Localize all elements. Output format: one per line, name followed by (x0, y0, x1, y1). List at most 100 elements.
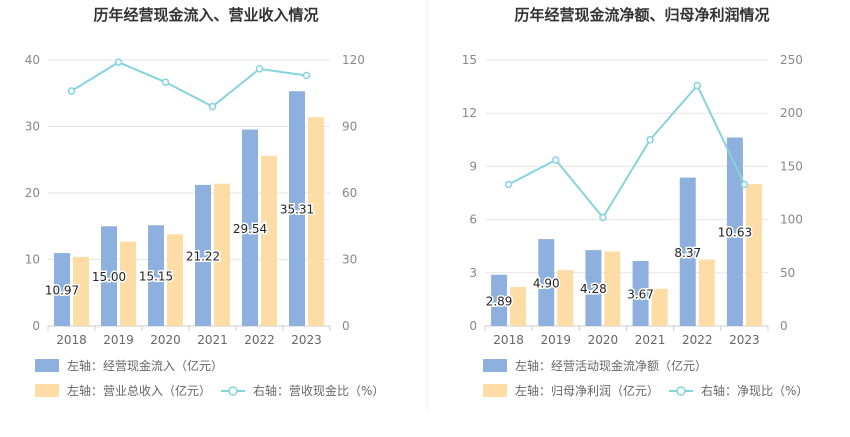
bar[interactable] (651, 288, 668, 326)
bar-value-label: 4.90 (533, 277, 560, 291)
right-axis-tick-label: 0 (342, 319, 350, 333)
bar[interactable] (214, 183, 230, 326)
right-axis-tick-label: 60 (342, 186, 357, 200)
bar-value-label: 10.63 (718, 226, 752, 240)
legend-swatch[interactable] (35, 384, 59, 397)
line-point[interactable] (161, 78, 170, 86)
bar-value-label: 10.97 (45, 284, 79, 298)
bar[interactable] (585, 250, 602, 326)
bar[interactable] (632, 260, 649, 326)
series-line (70, 61, 307, 108)
x-axis-tick-label: 2021 (635, 333, 666, 347)
bar[interactable] (195, 184, 211, 326)
left-axis-tick-label: 12 (462, 106, 477, 120)
bar-value-label: 3.67 (627, 287, 654, 301)
x-axis-tick-label: 2022 (244, 333, 275, 347)
bar[interactable] (604, 251, 621, 326)
legend-line-marker (228, 386, 238, 396)
bar-value-label: 8.37 (674, 246, 701, 260)
bar[interactable] (167, 234, 183, 326)
left-axis-tick-label: 0 (32, 319, 40, 333)
bar[interactable] (538, 239, 555, 326)
x-axis-tick-label: 2021 (197, 333, 228, 347)
legend-swatch[interactable] (483, 359, 507, 372)
left-axis-tick-label: 10 (25, 253, 40, 267)
right-axis-tick-label: 250 (780, 53, 803, 67)
line-point[interactable] (599, 213, 607, 222)
right-axis-tick-label: 0 (780, 319, 788, 333)
line-point[interactable] (208, 102, 217, 111)
bar-value-label: 2.89 (486, 294, 513, 308)
bar-value-label: 35.31 (280, 203, 314, 217)
x-axis-tick-label: 2019 (540, 333, 571, 347)
right-axis-tick-label: 30 (342, 253, 357, 267)
bar[interactable] (54, 253, 70, 326)
x-axis-tick-label: 2020 (588, 333, 619, 347)
legend-label[interactable]: 左轴：营业总收入（亿元） (67, 383, 211, 398)
legend-label[interactable]: 左轴：经营现金流入（亿元） (67, 358, 223, 373)
legend-swatch[interactable] (35, 359, 59, 372)
line-point[interactable] (67, 87, 76, 95)
left-axis-tick-label: 0 (469, 319, 477, 333)
bar[interactable] (101, 226, 117, 326)
bar[interactable] (73, 256, 89, 326)
line-point[interactable] (114, 58, 123, 66)
series-line (508, 83, 746, 220)
bar[interactable] (289, 91, 305, 326)
line-point[interactable] (552, 156, 560, 164)
bar-value-label: 4.28 (580, 282, 607, 296)
right-axis-tick-label: 100 (780, 213, 803, 227)
legend-label[interactable]: 左轴：归母净利润（亿元） (515, 383, 659, 398)
legend-label[interactable]: 右轴：净现比（%） (701, 383, 808, 398)
left-axis-tick-label: 20 (25, 186, 40, 200)
line-point[interactable] (740, 180, 749, 189)
x-axis-tick-label: 2020 (150, 333, 181, 347)
bar[interactable] (510, 286, 527, 326)
bar-value-label: 15.00 (92, 270, 126, 284)
bar[interactable] (698, 259, 715, 327)
left-axis-tick-label: 9 (469, 159, 477, 173)
bar[interactable] (308, 117, 324, 326)
net-cash-flow-profit-chart: 历年经营现金流净额、归母净利润情况 0369121505010015020025… (462, 6, 809, 398)
bar[interactable] (491, 274, 508, 326)
x-axis-tick-label: 2018 (56, 333, 87, 347)
legend-line-marker (676, 386, 686, 396)
cash-inflow-revenue-chart: 历年经营现金流入、营业收入情况 0 10 20 30 40 0 30 60 90 120 2018 2… (25, 6, 385, 398)
bar[interactable] (261, 155, 277, 326)
right-axis-tick-label: 50 (780, 266, 795, 280)
x-axis-tick-label: 2019 (103, 333, 134, 347)
left-axis-tick-label: 30 (25, 120, 40, 134)
legend-swatch[interactable] (483, 384, 507, 397)
line-point[interactable] (302, 71, 311, 80)
bar[interactable] (557, 270, 574, 326)
left-axis-tick-label: 40 (25, 53, 40, 67)
bar[interactable] (726, 137, 743, 326)
left-axis-tick-label: 3 (469, 266, 477, 280)
right-axis-tick-label: 90 (342, 120, 357, 134)
x-axis-tick-label: 2022 (682, 333, 713, 347)
right-axis-tick-label: 150 (780, 159, 803, 173)
left-axis-tick-label: 6 (469, 213, 477, 227)
legend-label[interactable]: 左轴：经营活动现金流净额（亿元） (515, 358, 707, 373)
bar-value-label: 21.22 (186, 249, 220, 263)
x-axis-tick-label: 2018 (493, 333, 524, 347)
x-axis-tick-label: 2023 (291, 333, 322, 347)
bar[interactable] (745, 184, 762, 326)
right-axis-tick-label: 200 (780, 106, 803, 120)
x-axis-tick-label: 2023 (729, 333, 760, 347)
bar-value-label: 29.54 (233, 222, 267, 236)
line-point[interactable] (504, 180, 513, 189)
bar[interactable] (120, 241, 136, 326)
left-axis-tick-label: 15 (462, 53, 477, 67)
chart-title: 历年经营现金流净额、归母净利润情况 (514, 6, 769, 24)
right-axis-tick-label: 120 (342, 53, 365, 67)
bar[interactable] (242, 129, 258, 326)
line-point[interactable] (646, 136, 654, 144)
bar[interactable] (148, 225, 164, 326)
legend-label[interactable]: 右轴：营收现金比（%） (253, 383, 384, 398)
bar[interactable] (679, 177, 696, 326)
line-point[interactable] (693, 81, 701, 90)
line-point[interactable] (255, 65, 264, 73)
chart-title: 历年经营现金流入、营业收入情况 (93, 6, 318, 24)
